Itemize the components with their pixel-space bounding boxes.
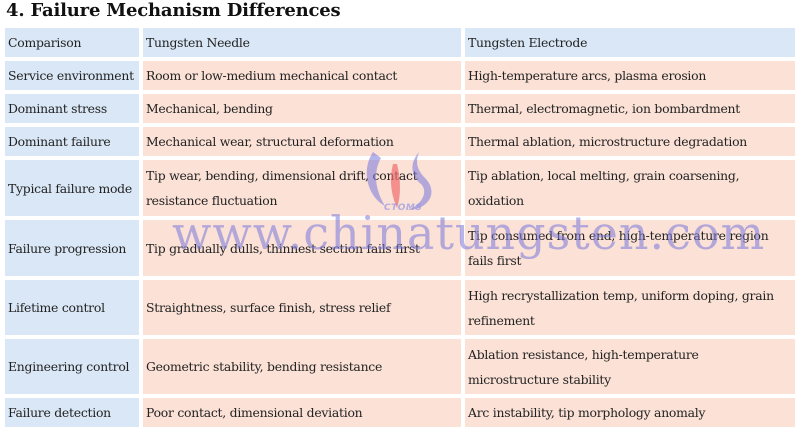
- row-label: Service environment: [5, 61, 139, 90]
- table-row: Lifetime control Straightness, surface f…: [5, 280, 795, 335]
- electrode-cell: Tip consumed from end, high-temperature …: [465, 220, 795, 276]
- electrode-cell: Arc instability, tip morphology anomaly: [465, 398, 795, 427]
- table-row: Dominant failure Mechanical wear, struct…: [5, 127, 795, 156]
- table-row: Failure progression Tip gradually dulls,…: [5, 220, 795, 276]
- needle-cell: Mechanical wear, structural deformation: [143, 127, 461, 156]
- needle-cell: Geometric stability, bending resistance: [143, 339, 461, 394]
- header-cell-comparison: Comparison: [5, 28, 139, 57]
- electrode-cell: Tip ablation, local melting, grain coars…: [465, 160, 795, 216]
- table-header-row: Comparison Tungsten Needle Tungsten Elec…: [5, 28, 795, 57]
- needle-cell: Straightness, surface finish, stress rel…: [143, 280, 461, 335]
- row-label: Dominant failure: [5, 127, 139, 156]
- electrode-cell: High-temperature arcs, plasma erosion: [465, 61, 795, 90]
- table-row: Service environment Room or low-medium m…: [5, 61, 795, 90]
- row-label: Failure detection: [5, 398, 139, 427]
- needle-cell: Tip gradually dulls, thinnest section fa…: [143, 220, 461, 276]
- needle-cell: Mechanical, bending: [143, 94, 461, 123]
- needle-cell: Poor contact, dimensional deviation: [143, 398, 461, 427]
- needle-cell: Tip wear, bending, dimensional drift, co…: [143, 160, 461, 216]
- electrode-cell: High recrystallization temp, uniform dop…: [465, 280, 795, 335]
- needle-cell: Room or low-medium mechanical contact: [143, 61, 461, 90]
- table-row: Failure detection Poor contact, dimensio…: [5, 398, 795, 427]
- row-label: Lifetime control: [5, 280, 139, 335]
- electrode-cell: Ablation resistance, high-temperature mi…: [465, 339, 795, 394]
- row-label: Engineering control: [5, 339, 139, 394]
- watermark-logo-label: CTOMS: [384, 203, 423, 213]
- row-label: Dominant stress: [5, 94, 139, 123]
- table-row: Dominant stress Mechanical, bending Ther…: [5, 94, 795, 123]
- header-cell-tungsten-electrode: Tungsten Electrode: [465, 28, 795, 57]
- table-row: Typical failure mode Tip wear, bending, …: [5, 160, 795, 216]
- section-title: 4. Failure Mechanism Differences: [6, 0, 341, 21]
- electrode-cell: Thermal, electromagnetic, ion bombardmen…: [465, 94, 795, 123]
- electrode-cell: Thermal ablation, microstructure degrada…: [465, 127, 795, 156]
- row-label: Typical failure mode: [5, 160, 139, 216]
- row-label: Failure progression: [5, 220, 139, 276]
- header-cell-tungsten-needle: Tungsten Needle: [143, 28, 461, 57]
- table-row: Engineering control Geometric stability,…: [5, 339, 795, 394]
- comparison-table: Comparison Tungsten Needle Tungsten Elec…: [1, 24, 799, 431]
